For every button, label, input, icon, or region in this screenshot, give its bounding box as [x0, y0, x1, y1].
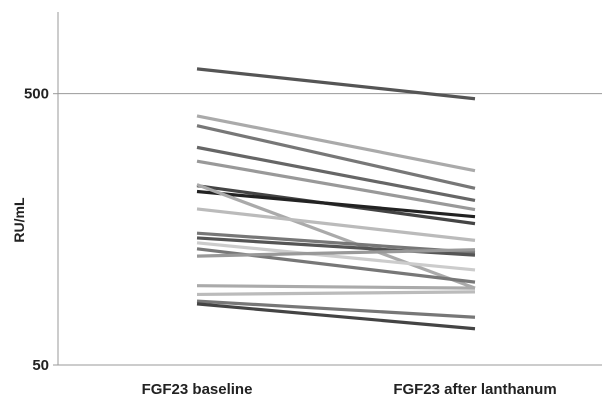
series-line: [196, 241, 476, 272]
series-line: [196, 145, 476, 203]
y-axis-label: RU/mL: [11, 197, 27, 243]
series-line: [196, 299, 476, 319]
series-line: [196, 67, 476, 101]
y-tick-label: 500: [24, 86, 49, 103]
y-tick-label: 50: [32, 357, 49, 374]
series-line: [196, 114, 476, 173]
label-layer: RU/mL 500 50 FGF23 baseline FGF23 after lan…: [11, 86, 557, 398]
series-line: [196, 124, 476, 190]
x-category-label: FGF23 baseline: [142, 381, 253, 398]
series-line: [196, 302, 476, 331]
series-line: [196, 248, 476, 258]
series-line: [196, 284, 476, 290]
series-line: [196, 159, 476, 212]
series-line: [196, 189, 476, 219]
series-line: [196, 183, 476, 290]
x-category-label: FGF23 after lanthanum: [393, 381, 556, 398]
axis-layer: [53, 12, 602, 366]
series-line: [196, 207, 476, 242]
series-layer: [196, 67, 476, 331]
series-line: [196, 290, 476, 297]
